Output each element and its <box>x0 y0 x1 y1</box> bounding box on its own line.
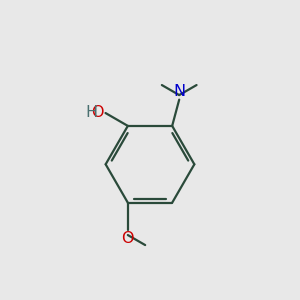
Text: N: N <box>173 84 185 99</box>
Text: H: H <box>85 105 98 120</box>
Text: O: O <box>92 105 104 120</box>
Text: O: O <box>122 231 134 246</box>
